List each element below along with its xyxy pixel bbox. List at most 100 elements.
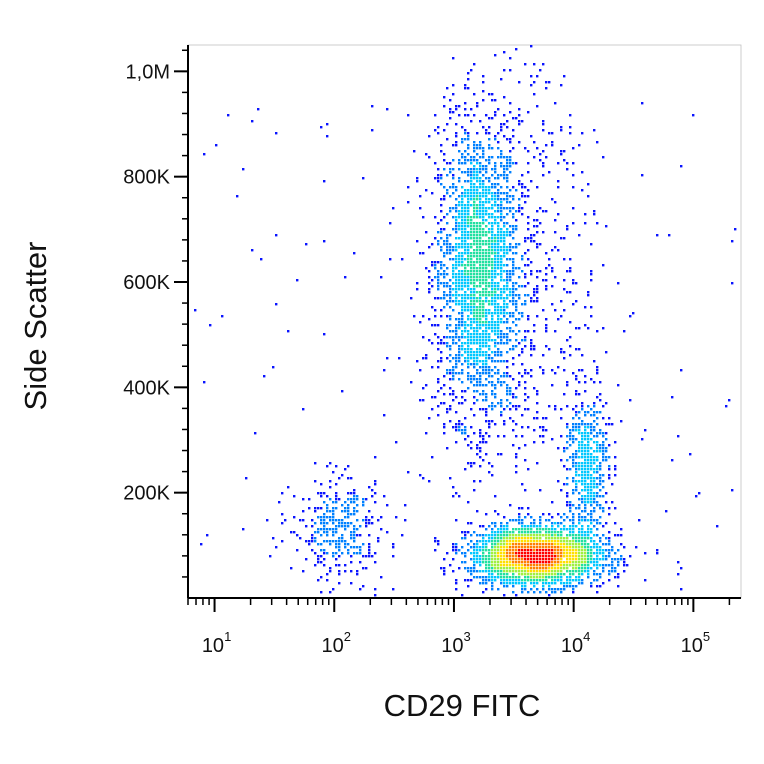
scatter-point <box>566 270 569 273</box>
scatter-point <box>578 441 581 444</box>
scatter-point <box>350 513 353 516</box>
scatter-point <box>476 444 479 447</box>
scatter-point <box>461 294 464 297</box>
scatter-point <box>581 525 584 528</box>
scatter-point <box>527 525 530 528</box>
scatter-point <box>488 264 491 267</box>
scatter-point <box>482 264 485 267</box>
scatter-point <box>563 540 566 543</box>
scatter-point <box>461 402 464 405</box>
scatter-point <box>506 138 509 141</box>
scatter-point <box>353 492 356 495</box>
scatter-point <box>341 525 344 528</box>
scatter-point <box>485 321 488 324</box>
scatter-point <box>443 198 446 201</box>
scatter-point <box>476 363 479 366</box>
scatter-point <box>455 108 458 111</box>
scatter-point <box>305 243 308 246</box>
scatter-point <box>470 273 473 276</box>
scatter-point <box>479 204 482 207</box>
scatter-point <box>512 420 515 423</box>
scatter-point <box>518 561 521 564</box>
scatter-point <box>509 207 512 210</box>
scatter-point <box>488 270 491 273</box>
scatter-point <box>488 345 491 348</box>
scatter-point <box>446 303 449 306</box>
scatter-point <box>491 408 494 411</box>
scatter-point <box>482 270 485 273</box>
scatter-point <box>464 129 467 132</box>
scatter-point <box>320 591 323 594</box>
scatter-point <box>476 276 479 279</box>
scatter-point <box>452 390 455 393</box>
scatter-point <box>485 129 488 132</box>
scatter-point <box>509 162 512 165</box>
scatter-point <box>500 288 503 291</box>
scatter-point <box>479 186 482 189</box>
scatter-point <box>608 573 611 576</box>
scatter-point <box>476 174 479 177</box>
scatter-point <box>449 393 452 396</box>
scatter-point <box>443 159 446 162</box>
scatter-point <box>473 201 476 204</box>
scatter-point <box>353 546 356 549</box>
scatter-point <box>572 453 575 456</box>
scatter-point <box>554 522 557 525</box>
scatter-point <box>320 549 323 552</box>
scatter-point <box>437 540 440 543</box>
scatter-point <box>491 330 494 333</box>
scatter-point <box>479 156 482 159</box>
scatter-point <box>497 108 500 111</box>
scatter-point <box>317 528 320 531</box>
scatter-point <box>587 543 590 546</box>
scatter-point <box>578 456 581 459</box>
scatter-point <box>560 129 563 132</box>
scatter-point <box>542 372 545 375</box>
scatter-point <box>473 300 476 303</box>
scatter-point <box>557 534 560 537</box>
scatter-point <box>506 156 509 159</box>
scatter-point <box>473 312 476 315</box>
scatter-point <box>602 525 605 528</box>
scatter-point <box>470 375 473 378</box>
scatter-point <box>470 120 473 123</box>
scatter-point <box>578 552 581 555</box>
scatter-point <box>566 528 569 531</box>
scatter-point <box>542 567 545 570</box>
scatter-point <box>581 402 584 405</box>
scatter-point <box>581 432 584 435</box>
scatter-point <box>551 384 554 387</box>
scatter-point <box>536 528 539 531</box>
scatter-point <box>380 516 383 519</box>
scatter-point <box>449 246 452 249</box>
scatter-point <box>455 144 458 147</box>
scatter-point <box>593 480 596 483</box>
scatter-point <box>554 549 557 552</box>
scatter-point <box>527 111 530 114</box>
scatter-point <box>551 558 554 561</box>
scatter-point <box>476 372 479 375</box>
scatter-point <box>572 531 575 534</box>
scatter-point <box>353 507 356 510</box>
scatter-point <box>533 63 536 66</box>
scatter-point <box>356 519 359 522</box>
scatter-point <box>617 573 620 576</box>
scatter-point <box>554 582 557 585</box>
scatter-point <box>266 519 269 522</box>
scatter-point <box>602 459 605 462</box>
scatter-point <box>479 429 482 432</box>
scatter-point <box>578 522 581 525</box>
scatter-point <box>530 522 533 525</box>
scatter-point <box>518 537 521 540</box>
scatter-point <box>455 141 458 144</box>
scatter-point <box>467 204 470 207</box>
scatter-point <box>509 564 512 567</box>
scatter-point <box>482 309 485 312</box>
scatter-point <box>491 222 494 225</box>
scatter-point <box>464 321 467 324</box>
scatter-point <box>461 210 464 213</box>
scatter-point <box>536 462 539 465</box>
scatter-point <box>530 534 533 537</box>
scatter-point <box>452 393 455 396</box>
scatter-point <box>671 396 674 399</box>
